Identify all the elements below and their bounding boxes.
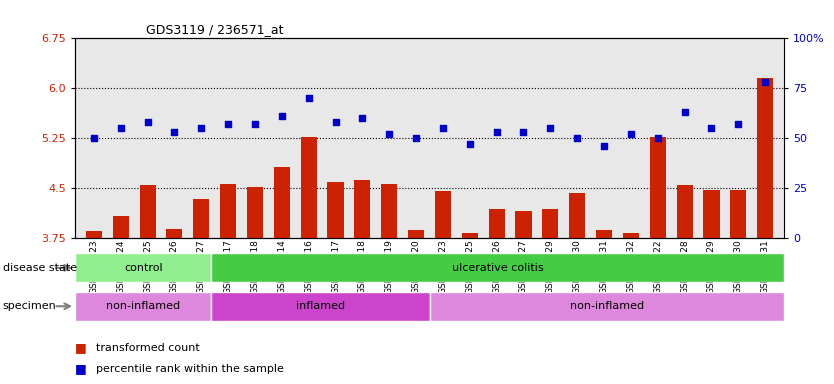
Bar xyxy=(139,185,156,384)
Point xyxy=(570,135,584,141)
Bar xyxy=(408,230,425,384)
Point xyxy=(436,125,450,131)
Bar xyxy=(462,233,478,384)
Bar xyxy=(328,182,344,384)
Point xyxy=(249,121,262,127)
Text: ■: ■ xyxy=(75,362,87,375)
Bar xyxy=(381,184,397,384)
Point xyxy=(409,135,423,141)
Bar xyxy=(515,212,531,384)
FancyBboxPatch shape xyxy=(75,253,211,282)
FancyBboxPatch shape xyxy=(211,292,430,321)
Bar xyxy=(300,137,317,384)
Bar xyxy=(676,185,693,384)
Text: non-inflamed: non-inflamed xyxy=(570,301,644,311)
Bar xyxy=(731,190,746,384)
Point xyxy=(222,121,235,127)
Point xyxy=(624,131,637,137)
Text: non-inflamed: non-inflamed xyxy=(106,301,180,311)
Text: GDS3119 / 236571_at: GDS3119 / 236571_at xyxy=(146,23,284,36)
Bar xyxy=(542,209,559,384)
Point xyxy=(141,119,154,125)
Point xyxy=(168,129,181,135)
Bar xyxy=(623,233,639,384)
Point xyxy=(463,141,476,147)
Text: percentile rank within the sample: percentile rank within the sample xyxy=(96,364,284,374)
Bar xyxy=(703,190,720,384)
Bar xyxy=(86,232,102,384)
Bar xyxy=(596,230,612,384)
FancyBboxPatch shape xyxy=(211,253,784,282)
Text: specimen: specimen xyxy=(3,301,56,311)
Point xyxy=(731,121,745,127)
Point xyxy=(597,143,610,149)
Text: inflamed: inflamed xyxy=(296,301,345,311)
Text: ulcerative colitis: ulcerative colitis xyxy=(452,263,544,273)
Bar xyxy=(220,184,236,384)
Point xyxy=(705,125,718,131)
FancyBboxPatch shape xyxy=(75,292,211,321)
Text: ■: ■ xyxy=(75,341,87,354)
Point xyxy=(490,129,503,135)
Point xyxy=(678,109,691,115)
Bar xyxy=(569,194,585,384)
Bar xyxy=(166,229,183,384)
Bar xyxy=(354,179,370,384)
Point xyxy=(88,135,101,141)
Point xyxy=(383,131,396,137)
Point xyxy=(517,129,530,135)
Point xyxy=(356,115,369,121)
Text: disease state: disease state xyxy=(3,263,77,273)
Point xyxy=(194,125,208,131)
Bar xyxy=(757,78,773,384)
Point xyxy=(114,125,128,131)
FancyBboxPatch shape xyxy=(430,292,784,321)
Bar xyxy=(274,167,290,384)
Point xyxy=(544,125,557,131)
Bar xyxy=(193,199,209,384)
Bar xyxy=(650,137,666,384)
Point xyxy=(329,119,342,125)
Bar xyxy=(113,216,128,384)
Text: transformed count: transformed count xyxy=(96,343,199,353)
Point xyxy=(275,113,289,119)
Bar xyxy=(489,209,505,384)
Point xyxy=(758,79,771,85)
Bar xyxy=(247,187,263,384)
Bar xyxy=(435,192,451,384)
Point xyxy=(651,135,665,141)
Text: control: control xyxy=(124,263,163,273)
Point xyxy=(302,95,315,101)
